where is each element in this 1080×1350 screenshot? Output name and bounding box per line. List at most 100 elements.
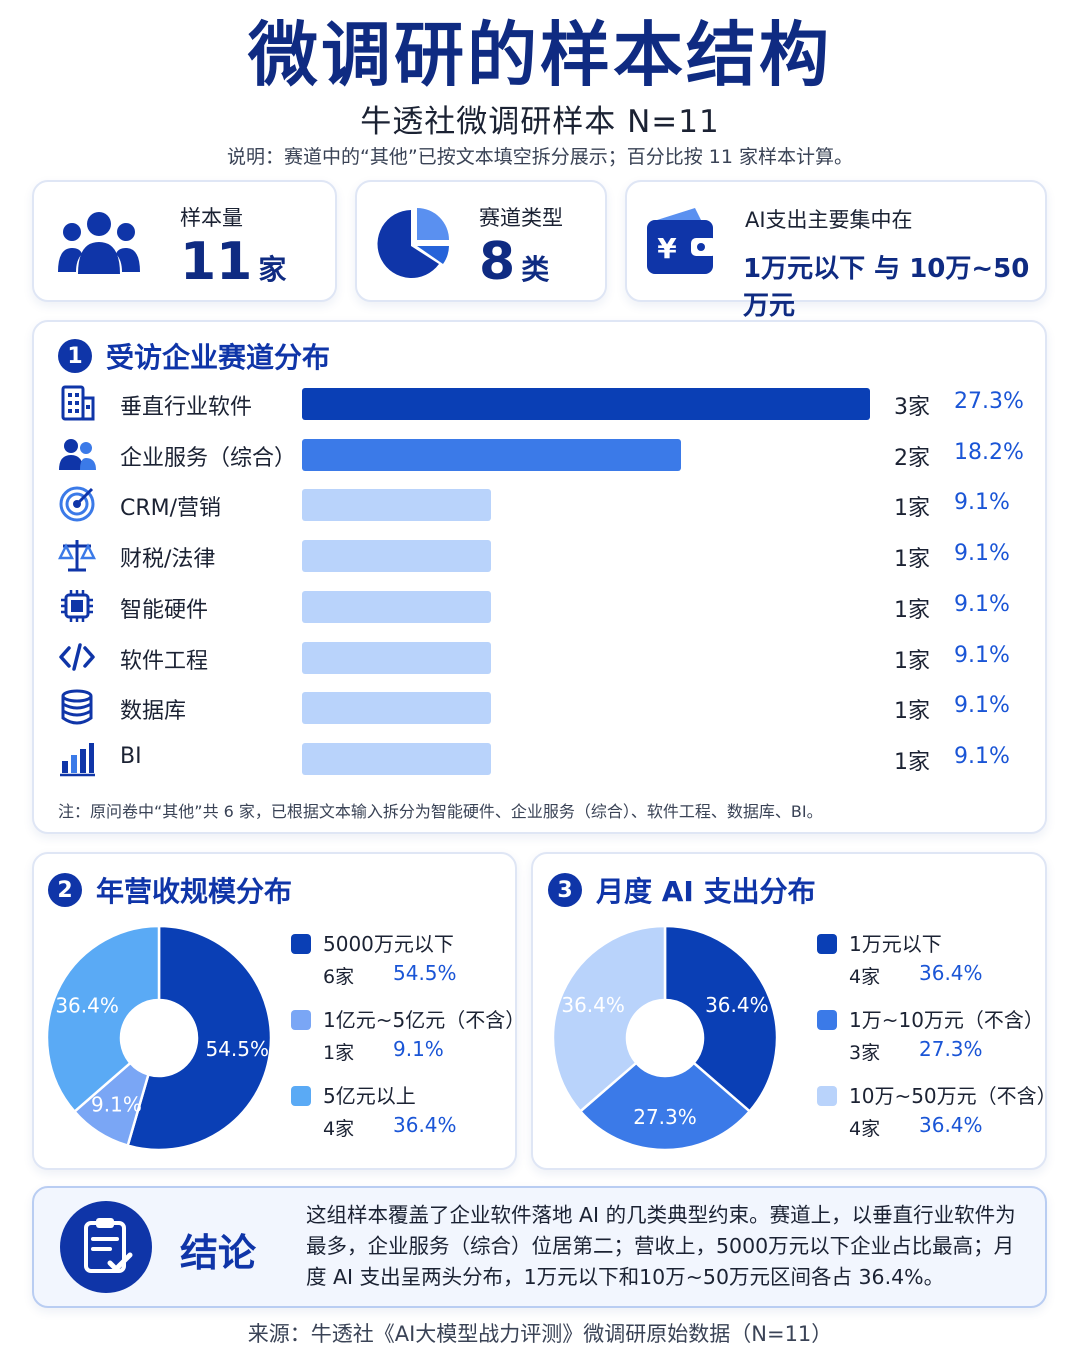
- donut-label: 36.4%: [561, 993, 625, 1017]
- track-percent: 9.1%: [954, 541, 1010, 567]
- track-percent: 9.1%: [954, 693, 1010, 719]
- scale-icon: [58, 540, 96, 572]
- source-note: 来源：牛透社《AI大模型战力评测》微调研原始数据（N=11）: [247, 1322, 833, 1346]
- track-percent: 9.1%: [954, 591, 1010, 617]
- stat-spend-value: 1万元以下 与 10万~50万元: [743, 254, 1030, 321]
- legend-swatch: [817, 1086, 837, 1106]
- track-bar: [302, 742, 492, 775]
- page-note: 说明：赛道中的“其他”已按文本填空拆分展示；百分比按 11 家样本计算。: [227, 146, 853, 168]
- section-1-number: 1: [58, 339, 92, 373]
- track-row: 数据库 1家 9.1%: [58, 688, 1038, 728]
- legend-swatch: [291, 934, 311, 954]
- chip-icon: [61, 589, 93, 622]
- section-2-title: 年营收规模分布: [96, 875, 293, 908]
- legend-count: 4家: [849, 966, 881, 988]
- legend-name: 1万元以下: [849, 932, 942, 956]
- legend-name: 1万~10万元（不含）: [849, 1008, 1044, 1032]
- conclusion-title: 结论: [180, 1231, 257, 1275]
- stat-tracks-unit: 类: [521, 253, 550, 286]
- track-count: 2家: [894, 445, 930, 471]
- track-bar: [302, 388, 870, 420]
- revenue-donut-chart: 54.5% 9.1% 36.4%: [46, 924, 272, 1152]
- legend-percent: 36.4%: [919, 1113, 983, 1137]
- legend-name: 5000万元以下: [323, 932, 454, 956]
- section-2-number: 2: [48, 873, 82, 907]
- stat-spend-label: AI支出主要集中在: [745, 208, 913, 232]
- donut-slice: [578, 1061, 752, 1152]
- track-bar: [302, 641, 492, 674]
- building-icon: [61, 385, 95, 421]
- legend-swatch: [817, 1010, 837, 1030]
- track-row: BI 1家 9.1%: [58, 739, 1038, 779]
- svg-text:¥: ¥: [657, 232, 677, 265]
- legend-swatch: [291, 1086, 311, 1106]
- donut-label: 54.5%: [205, 1037, 269, 1061]
- ai-spend-donut-chart: 36.4% 27.3% 36.4%: [552, 924, 778, 1152]
- track-name: 智能硬件: [120, 597, 209, 623]
- track-name: 企业服务（综合）: [120, 445, 297, 471]
- stat-sample-unit: 家: [258, 253, 287, 286]
- section-3-header: 3 月度 AI 支出分布: [548, 870, 816, 910]
- people-icon: [58, 212, 140, 274]
- legend-percent: 9.1%: [393, 1037, 444, 1061]
- track-percent: 27.3%: [954, 389, 1024, 414]
- stat-tracks-label: 赛道类型: [479, 206, 563, 230]
- track-count: 3家: [894, 395, 930, 420]
- track-percent: 9.1%: [954, 642, 1010, 668]
- stat-sample-label: 样本量: [180, 206, 243, 230]
- stat-sample-value: 11 家: [180, 232, 287, 292]
- clipboard-check-icon: [60, 1201, 152, 1293]
- track-row: 智能硬件 1家 9.1%: [58, 587, 1038, 627]
- donut-label: 36.4%: [55, 993, 119, 1017]
- target-icon: [59, 486, 95, 522]
- track-count: 1家: [894, 699, 930, 725]
- section-1-header: 1 受访企业赛道分布: [58, 336, 330, 376]
- track-footnote: 注：原问卷中“其他”共 6 家，已根据文本输入拆分为智能硬件、企业服务（综合）、…: [58, 802, 823, 821]
- donut-slice: [46, 924, 161, 1114]
- track-count: 1家: [894, 496, 930, 522]
- track-row: CRM/营销 1家 9.1%: [58, 485, 1038, 525]
- track-bar: [302, 590, 492, 623]
- conclusion-card: [32, 1186, 1047, 1308]
- track-name: 数据库: [120, 699, 187, 725]
- section-1-title: 受访企业赛道分布: [106, 341, 331, 374]
- legend-percent: 36.4%: [393, 1113, 457, 1137]
- stat-card-spend: ¥ AI支出主要集中在 1万元以下 与 10万~50万元: [625, 180, 1047, 321]
- section-3-title: 月度 AI 支出分布: [596, 875, 816, 908]
- legend-name: 1亿元~5亿元（不含）: [323, 1008, 526, 1032]
- track-name: BI: [120, 743, 142, 769]
- legend-percent: 54.5%: [393, 961, 457, 985]
- track-name: CRM/营销: [120, 496, 222, 522]
- track-bar: [302, 692, 492, 725]
- track-bar: [302, 540, 492, 573]
- section-2-header: 2 年营收规模分布: [48, 870, 292, 910]
- stat-card-sample: 样本量 11 家: [32, 180, 337, 302]
- wallet-icon: ¥: [647, 208, 717, 274]
- track-count: 1家: [894, 547, 930, 573]
- donut-slice: [552, 924, 667, 1114]
- donut-slice: [126, 924, 272, 1152]
- track-name: 垂直行业软件: [120, 395, 253, 420]
- page-subtitle: 牛透社微调研样本 N=11: [360, 104, 720, 140]
- conclusion-text: 这组样本覆盖了企业软件落地 AI 的几类典型约束。赛道上，以垂直行业软件为最多，…: [306, 1203, 1016, 1289]
- track-count: 1家: [894, 648, 930, 674]
- track-name: 软件工程: [120, 648, 209, 674]
- legend-count: 1家: [323, 1042, 355, 1064]
- legend-swatch: [817, 934, 837, 954]
- track-percent: 9.1%: [954, 743, 1010, 769]
- legend-name: 10万~50万元（不含）: [849, 1084, 1057, 1108]
- people-icon: [59, 438, 96, 470]
- donut-label: 27.3%: [633, 1105, 697, 1129]
- track-row: 企业服务（综合） 2家 18.2%: [58, 435, 1038, 475]
- code-icon: [59, 642, 95, 671]
- legend-count: 3家: [849, 1042, 881, 1064]
- legend-count: 4家: [323, 1118, 355, 1140]
- database-icon: [61, 689, 93, 725]
- bar-chart-icon: [60, 742, 95, 777]
- legend-name: 5亿元以上: [323, 1084, 416, 1108]
- track-name: 财税/法律: [120, 547, 216, 573]
- pie-icon: [377, 208, 449, 278]
- track-bar: [302, 438, 681, 471]
